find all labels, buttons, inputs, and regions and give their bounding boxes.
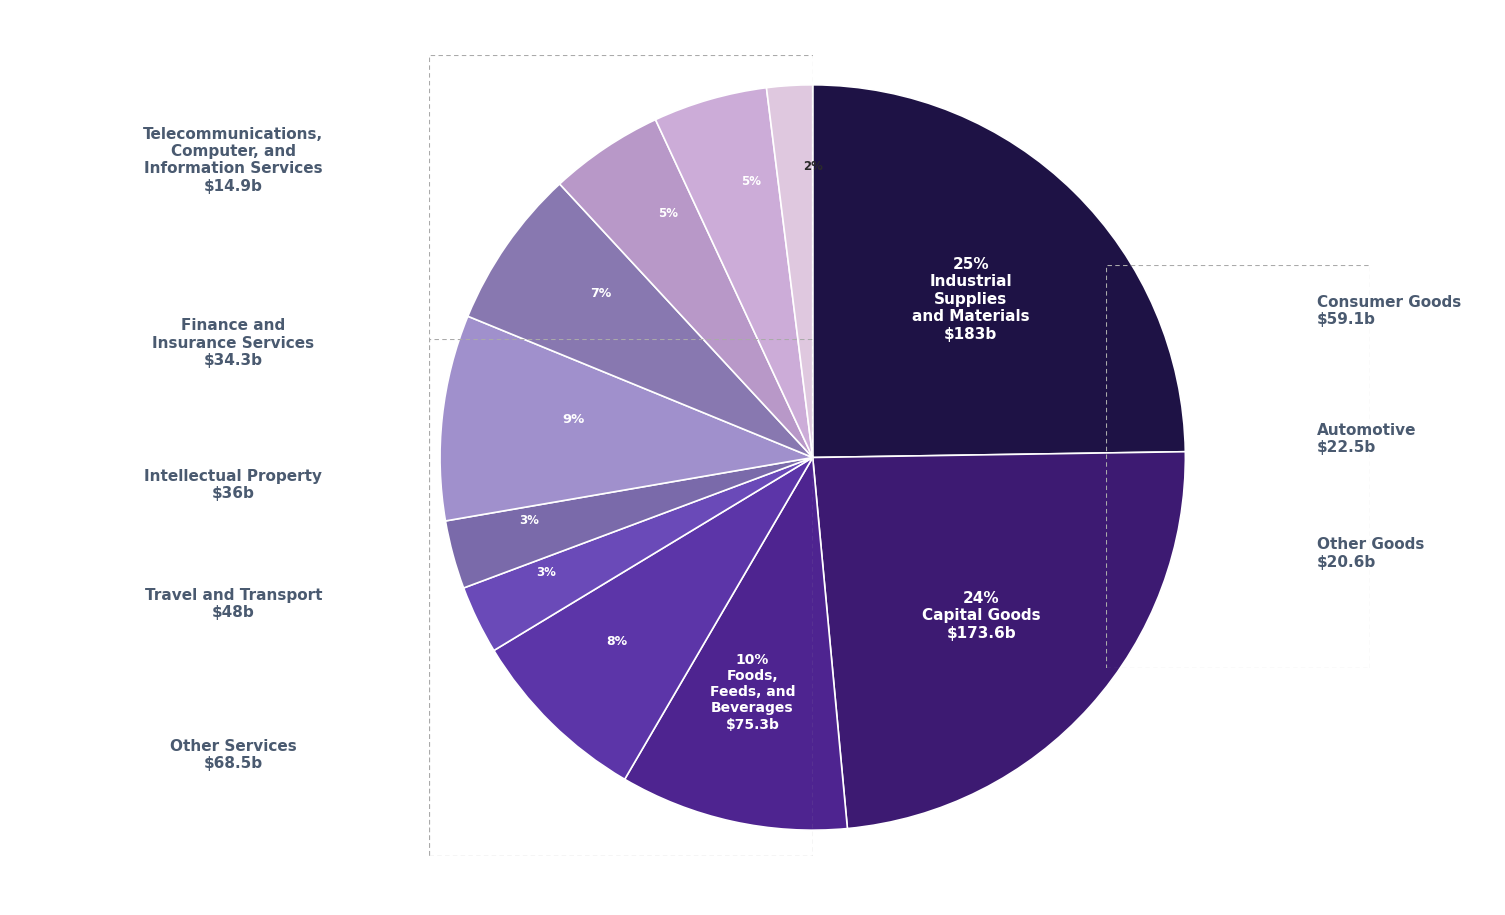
- Wedge shape: [813, 85, 1186, 458]
- Wedge shape: [464, 458, 813, 651]
- Wedge shape: [494, 458, 813, 780]
- Text: Other Goods
$20.6b: Other Goods $20.6b: [1317, 537, 1424, 570]
- Text: 5%: 5%: [740, 175, 762, 188]
- Text: Consumer Goods
$59.1b: Consumer Goods $59.1b: [1317, 295, 1461, 328]
- Wedge shape: [445, 458, 813, 588]
- Text: 7%: 7%: [590, 286, 611, 299]
- Text: Telecommunications,
Computer, and
Information Services
$14.9b: Telecommunications, Computer, and Inform…: [143, 126, 324, 194]
- Text: Intellectual Property
$36b: Intellectual Property $36b: [144, 468, 322, 501]
- Wedge shape: [625, 458, 847, 830]
- Text: 5%: 5%: [659, 207, 679, 221]
- Text: 3%: 3%: [519, 514, 539, 527]
- Text: Other Services
$68.5b: Other Services $68.5b: [170, 738, 296, 771]
- Text: 3%: 3%: [536, 566, 555, 579]
- Text: 9%: 9%: [563, 413, 584, 426]
- Text: 10%
Foods,
Feeds, and
Beverages
$75.3b: 10% Foods, Feeds, and Beverages $75.3b: [710, 652, 795, 731]
- Wedge shape: [656, 88, 813, 458]
- Text: 8%: 8%: [607, 635, 628, 648]
- Text: Travel and Transport
$48b: Travel and Transport $48b: [144, 587, 322, 620]
- Text: Automotive
$22.5b: Automotive $22.5b: [1317, 423, 1416, 456]
- Text: 2%: 2%: [802, 160, 823, 173]
- Wedge shape: [813, 452, 1186, 829]
- Text: 24%
Capital Goods
$173.6b: 24% Capital Goods $173.6b: [923, 591, 1040, 640]
- Wedge shape: [766, 85, 813, 458]
- Wedge shape: [439, 317, 813, 521]
- Text: Finance and
Insurance Services
$34.3b: Finance and Insurance Services $34.3b: [152, 318, 315, 368]
- Wedge shape: [468, 184, 813, 458]
- Wedge shape: [560, 120, 813, 458]
- Text: 25%
Industrial
Supplies
and Materials
$183b: 25% Industrial Supplies and Materials $1…: [912, 257, 1029, 341]
